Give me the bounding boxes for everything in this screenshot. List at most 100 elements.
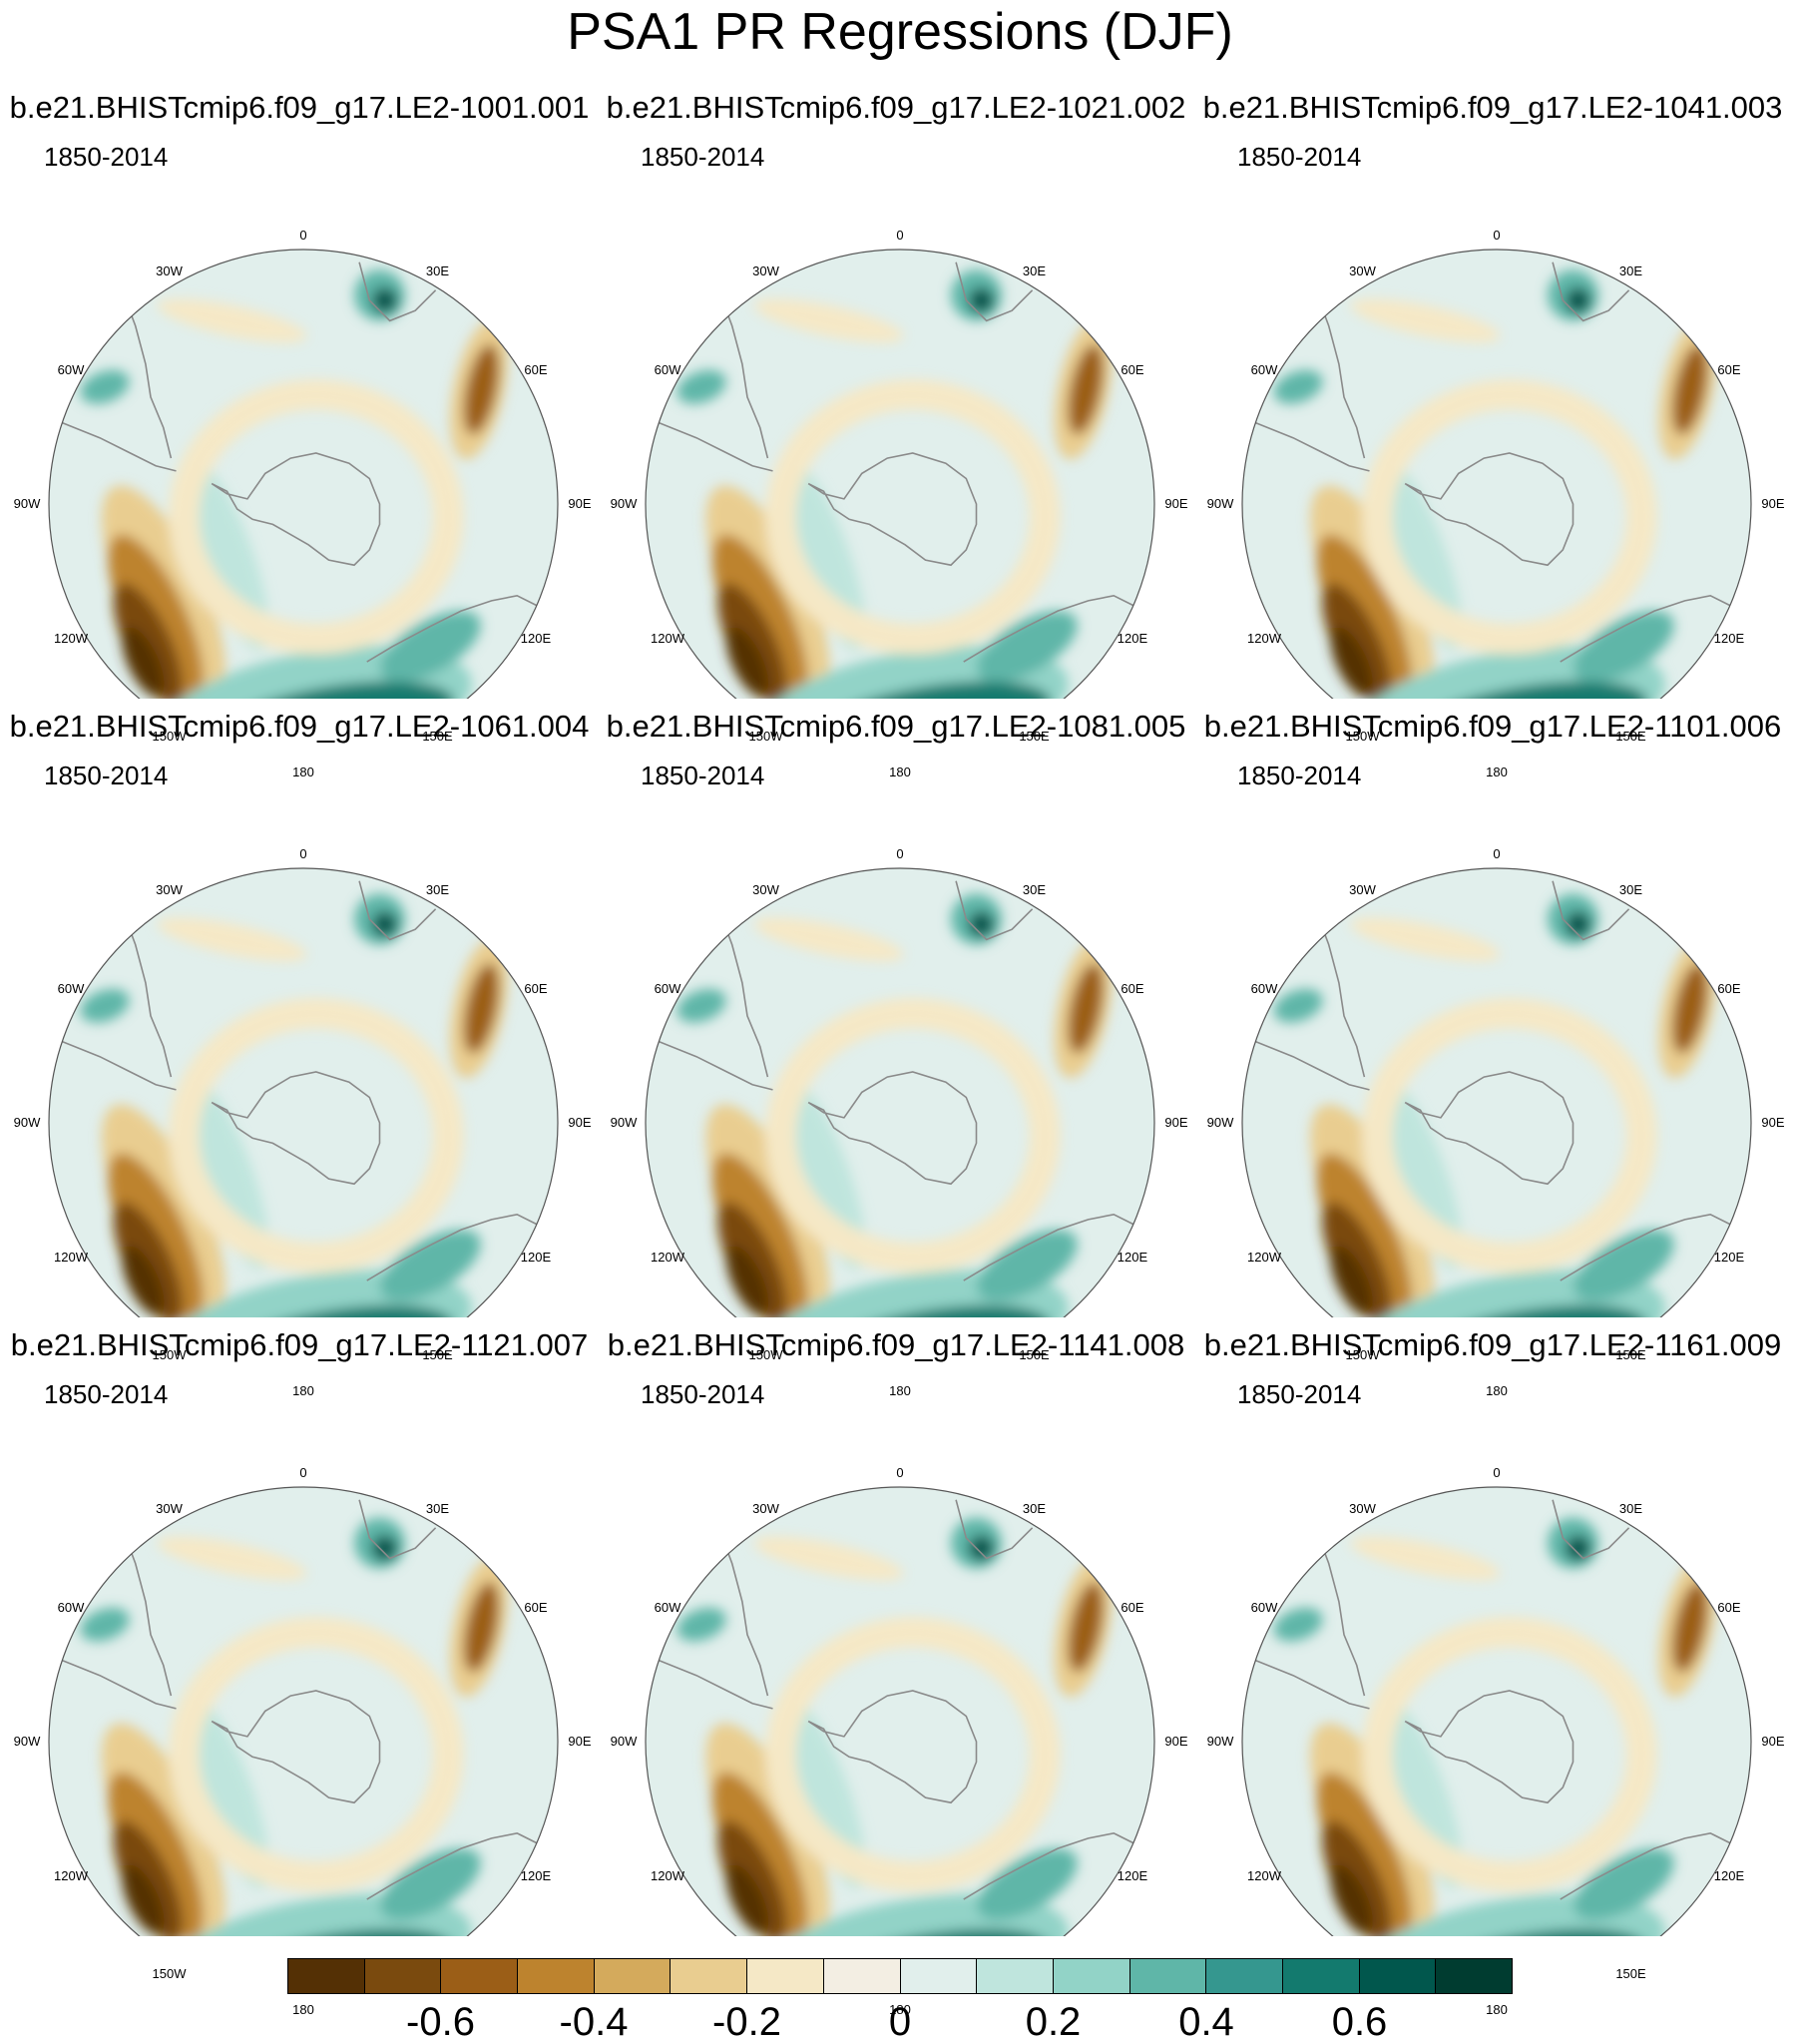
coastline [61, 1659, 177, 1710]
longitude-label: 90W [1206, 496, 1234, 511]
coastline [715, 1522, 769, 1697]
map-panel: 0 30E 60E 90E 120E 150E 180 150W 120W 90W 60W 30W b.… [0, 90, 599, 779]
coastline [955, 1499, 1034, 1560]
colorbar-swatch [977, 1959, 1054, 1993]
colorbar-swatch [671, 1959, 748, 1993]
map-panel: 0 30E 60E 90E 120E 150E 180 150W 120W 90W 60W 30W b.… [597, 709, 1195, 1398]
coastline [366, 1831, 538, 1900]
polar-map [1241, 867, 1752, 1317]
longitude-label: 30W [156, 882, 183, 898]
longitude-label: 60W [654, 980, 681, 996]
longitude-label: 90E [1761, 496, 1785, 511]
contour-field [371, 911, 398, 937]
coastline [1312, 284, 1366, 459]
colorbar-swatch [288, 1959, 365, 1993]
coastline [963, 1831, 1134, 1900]
contour-field [1350, 298, 1501, 343]
contour-field [157, 298, 307, 343]
longitude-label: 60W [57, 980, 85, 996]
longitude-label: 30W [156, 263, 183, 279]
longitude-label: 0 [299, 846, 307, 861]
contour-field [122, 1863, 165, 1935]
longitude-label: 60E [524, 980, 548, 996]
coastline [1552, 1499, 1630, 1560]
longitude-label: 90W [13, 1734, 41, 1749]
polar-map [48, 1486, 559, 1936]
longitude-label: 60E [524, 361, 548, 377]
map-panel: 0 30E 60E 90E 120E 150E 180 150W 120W 90W 60W 30W b.… [597, 90, 1195, 779]
colorbar-tick-label: 0.2 [1025, 2000, 1082, 2044]
longitude-label: 120W [54, 1867, 89, 1883]
colorbar-swatch [1206, 1959, 1283, 1993]
longitude-label: 180 [889, 1383, 911, 1398]
longitude-label: 0 [1493, 1465, 1501, 1480]
contour-field [1273, 1607, 1323, 1642]
longitude-label: 30E [425, 882, 450, 898]
panel-title: b.e21.BHISTcmip6.f09_g17.LE2-1161.009 [1203, 1327, 1782, 1362]
colorbar-swatch [441, 1959, 519, 1993]
contour-field [753, 1536, 904, 1581]
contour-field [977, 1848, 1078, 1920]
longitude-label: 30W [752, 1501, 779, 1517]
coastline [955, 880, 1034, 941]
coastline [1404, 452, 1575, 567]
panel-title: b.e21.BHISTcmip6.f09_g17.LE2-1141.008 [607, 1327, 1185, 1362]
contour-field [756, 1270, 1069, 1317]
coastline [1312, 1522, 1366, 1697]
coastline [366, 594, 538, 663]
longitude-label: 150E [1615, 728, 1646, 744]
longitude-label: 60W [57, 361, 85, 377]
colorbar-swatch [747, 1959, 824, 1993]
longitude-label: 180 [1486, 1383, 1508, 1398]
coastline [366, 1213, 538, 1281]
contour-field [968, 287, 995, 313]
contour-field [781, 458, 866, 652]
longitude-label: 150E [1615, 1346, 1646, 1362]
longitude-label: 150E [1019, 1346, 1050, 1362]
map-boundary [1241, 1486, 1752, 1936]
contour-field [1565, 287, 1591, 313]
contour-field [1350, 1536, 1501, 1581]
longitude-label: 120W [1247, 1249, 1282, 1265]
longitude-label: 30E [1022, 1501, 1047, 1517]
coastline [807, 452, 978, 567]
longitude-label: 30W [752, 882, 779, 898]
contour-field [157, 917, 307, 962]
longitude-label: 120E [1713, 630, 1745, 646]
polar-map [48, 867, 559, 1317]
contour-field [764, 379, 1061, 655]
longitude-label: 120W [54, 630, 89, 646]
coastline [963, 594, 1134, 663]
coastline [715, 903, 769, 1078]
coastline [1560, 1831, 1731, 1900]
longitude-label: 0 [1493, 846, 1501, 861]
coastline [358, 1499, 437, 1560]
contour-field [1672, 963, 1708, 1054]
colorbar-swatch [823, 1959, 901, 1993]
contour-field [764, 998, 1061, 1274]
contour-field [122, 1245, 165, 1316]
map-panel: 0 30E 60E 90E 120E 150E 180 150W 120W 90W 60W 30W b.… [597, 1327, 1195, 2017]
contour-field [1273, 369, 1323, 404]
period-label: 1850-2014 [1237, 142, 1362, 172]
longitude-label: 60E [1717, 1599, 1741, 1615]
colorbar-tick-label: 0.4 [1178, 2000, 1234, 2044]
period-label: 1850-2014 [641, 761, 765, 790]
longitude-label: 0 [896, 846, 904, 861]
contour-field [977, 1230, 1078, 1301]
contour-field [157, 1536, 307, 1581]
longitude-label: 180 [1486, 765, 1508, 779]
longitude-label: 60W [654, 361, 681, 377]
longitude-label: 150E [1019, 728, 1050, 744]
map-panel: 0 30E 60E 90E 120E 150E 180 150W 120W 90W 60W 30W b.… [1193, 90, 1792, 779]
coastline [119, 1522, 173, 1697]
panel-title: b.e21.BHISTcmip6.f09_g17.LE2-1001.001 [9, 90, 590, 125]
contour-field [1361, 998, 1657, 1274]
period-label: 1850-2014 [1237, 761, 1362, 790]
longitude-label: 90E [568, 496, 592, 511]
panel-title: b.e21.BHISTcmip6.f09_g17.LE2-1081.005 [606, 709, 1186, 744]
contour-field [676, 1607, 726, 1642]
colorbar-swatch [594, 1959, 672, 1993]
contour-field [168, 1617, 464, 1892]
contour-field [1330, 626, 1373, 698]
